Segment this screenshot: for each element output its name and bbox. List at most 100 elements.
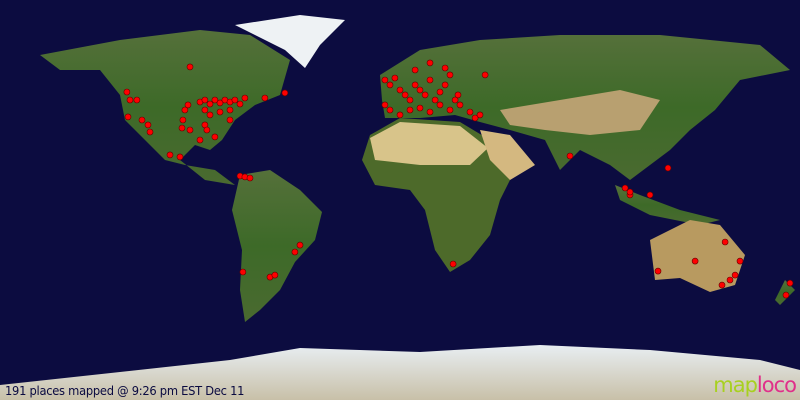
place-marker[interactable] (426, 59, 434, 67)
place-marker[interactable] (566, 152, 574, 160)
place-marker[interactable] (146, 128, 154, 136)
place-marker[interactable] (436, 101, 444, 109)
maploco-logo[interactable]: maploco (713, 373, 797, 397)
place-marker[interactable] (621, 184, 629, 192)
arabia (480, 130, 535, 180)
place-marker[interactable] (416, 86, 424, 94)
place-marker[interactable] (664, 164, 672, 172)
place-marker[interactable] (396, 86, 404, 94)
place-marker[interactable] (271, 271, 279, 279)
logo-loco: loco (756, 373, 797, 397)
place-marker[interactable] (386, 106, 394, 114)
place-marker[interactable] (166, 151, 174, 159)
place-marker[interactable] (421, 91, 429, 99)
place-marker[interactable] (211, 133, 219, 141)
place-marker[interactable] (726, 276, 734, 284)
place-marker[interactable] (431, 96, 439, 104)
place-marker[interactable] (416, 104, 424, 112)
place-marker[interactable] (186, 63, 194, 71)
indonesia (615, 185, 720, 225)
place-marker[interactable] (236, 100, 244, 108)
place-marker[interactable] (381, 76, 389, 84)
place-marker[interactable] (721, 238, 729, 246)
place-marker[interactable] (451, 96, 459, 104)
place-marker[interactable] (456, 101, 464, 109)
place-marker[interactable] (246, 174, 254, 182)
place-marker[interactable] (184, 101, 192, 109)
place-marker[interactable] (203, 126, 211, 134)
places-mapped-caption: 191 places mapped @ 9:26 pm EST Dec 11 (5, 383, 245, 398)
place-marker[interactable] (411, 66, 419, 74)
place-marker[interactable] (231, 96, 239, 104)
place-marker[interactable] (449, 260, 457, 268)
place-marker[interactable] (406, 106, 414, 114)
place-marker[interactable] (441, 64, 449, 72)
place-marker[interactable] (179, 116, 187, 124)
north-america (40, 30, 290, 185)
place-marker[interactable] (381, 101, 389, 109)
place-marker[interactable] (178, 124, 186, 132)
place-marker[interactable] (181, 106, 189, 114)
place-marker[interactable] (239, 268, 247, 276)
place-marker[interactable] (226, 116, 234, 124)
logo-map: map (713, 373, 758, 397)
place-marker[interactable] (396, 111, 404, 119)
place-marker[interactable] (196, 136, 204, 144)
place-marker[interactable] (446, 71, 454, 79)
place-marker[interactable] (481, 71, 489, 79)
place-marker[interactable] (446, 106, 454, 114)
place-marker[interactable] (441, 81, 449, 89)
place-marker[interactable] (211, 96, 219, 104)
place-marker[interactable] (144, 121, 152, 129)
place-marker[interactable] (386, 81, 394, 89)
marker-layer (123, 59, 794, 299)
place-marker[interactable] (126, 96, 134, 104)
australia (650, 220, 745, 292)
place-marker[interactable] (201, 96, 209, 104)
place-marker[interactable] (426, 108, 434, 116)
place-marker[interactable] (186, 126, 194, 134)
place-marker[interactable] (216, 108, 224, 116)
place-marker[interactable] (426, 76, 434, 84)
place-marker[interactable] (261, 94, 269, 102)
place-marker[interactable] (646, 191, 654, 199)
place-marker[interactable] (718, 281, 726, 289)
south-america (232, 170, 322, 322)
place-marker[interactable] (691, 257, 699, 265)
place-marker[interactable] (201, 106, 209, 114)
place-marker[interactable] (241, 94, 249, 102)
place-marker[interactable] (436, 88, 444, 96)
place-marker[interactable] (206, 111, 214, 119)
place-marker[interactable] (216, 99, 224, 107)
place-marker[interactable] (466, 108, 474, 116)
antarctica (0, 345, 800, 400)
place-marker[interactable] (654, 267, 662, 275)
place-marker[interactable] (281, 89, 289, 97)
place-marker[interactable] (206, 100, 214, 108)
place-marker[interactable] (782, 291, 790, 299)
place-marker[interactable] (176, 153, 184, 161)
place-marker[interactable] (626, 188, 634, 196)
place-marker[interactable] (471, 114, 479, 122)
place-marker[interactable] (138, 116, 146, 124)
place-marker[interactable] (296, 241, 304, 249)
place-marker[interactable] (786, 279, 794, 287)
asia-desert (500, 90, 660, 135)
place-marker[interactable] (411, 81, 419, 89)
place-marker[interactable] (123, 88, 131, 96)
place-marker[interactable] (731, 271, 739, 279)
place-marker[interactable] (401, 91, 409, 99)
place-marker[interactable] (391, 74, 399, 82)
place-marker[interactable] (736, 257, 744, 265)
place-marker[interactable] (226, 106, 234, 114)
greenland (235, 15, 345, 68)
place-marker[interactable] (124, 113, 132, 121)
place-marker[interactable] (476, 111, 484, 119)
sahara (370, 122, 488, 165)
place-marker[interactable] (454, 91, 462, 99)
place-marker[interactable] (291, 248, 299, 256)
place-marker[interactable] (406, 96, 414, 104)
place-marker[interactable] (133, 96, 141, 104)
